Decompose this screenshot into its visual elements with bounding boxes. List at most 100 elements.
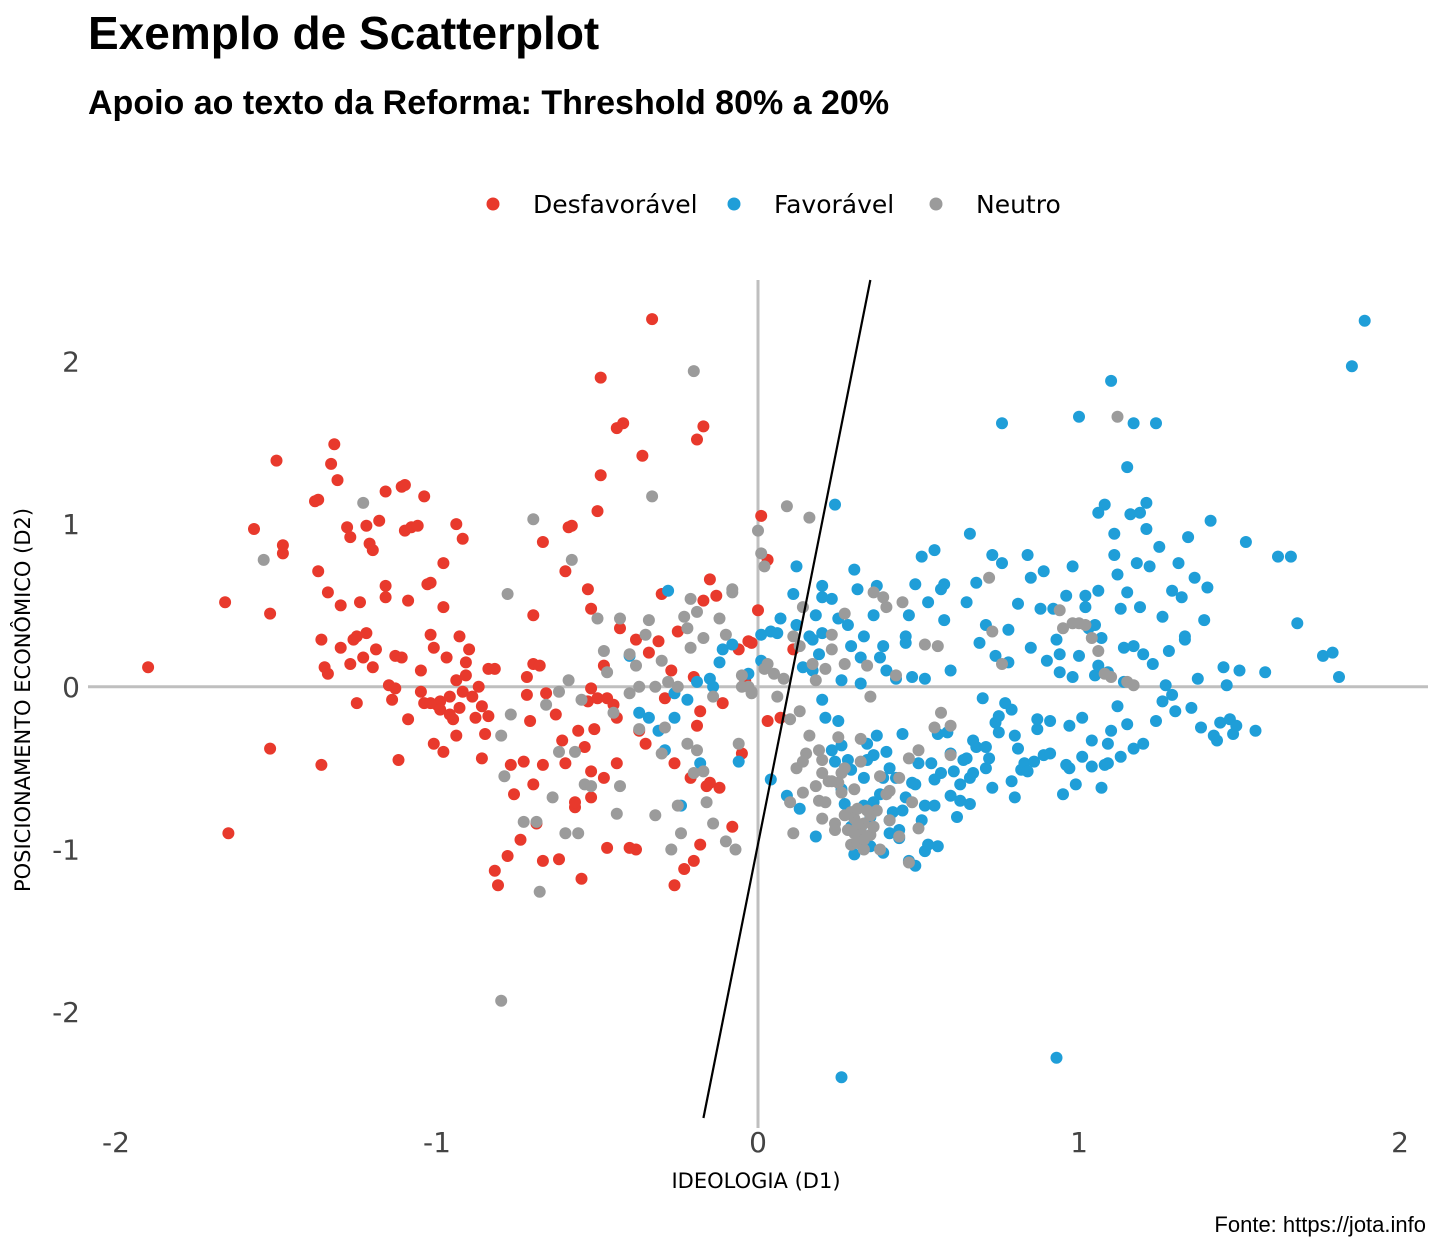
point-desfavorvel-167 — [601, 692, 614, 705]
point-favorvel-272 — [1044, 747, 1057, 760]
point-favorvel-168 — [1291, 617, 1304, 630]
point-desfavorvel-180 — [639, 737, 652, 750]
point-neutro-74 — [838, 658, 851, 670]
point-neutro-64 — [806, 658, 819, 670]
point-favorvel-174 — [996, 417, 1008, 430]
point-desfavorvel-28 — [357, 651, 370, 664]
point-neutro-8 — [527, 513, 540, 526]
point-favorvel-238 — [806, 633, 819, 646]
point-favorvel-20 — [816, 579, 829, 592]
point-neutro-165 — [796, 755, 809, 768]
point-desfavorvel-64 — [453, 701, 466, 714]
point-favorvel-109 — [1066, 671, 1079, 683]
point-desfavorvel-69 — [466, 690, 479, 703]
point-favorvel-63 — [925, 757, 938, 770]
point-desfavorvel-160 — [389, 682, 402, 695]
point-desfavorvel-62 — [450, 674, 463, 687]
point-favorvel-83 — [983, 752, 996, 765]
point-desfavorvel-68 — [463, 643, 476, 656]
point-favorvel-183 — [1092, 506, 1105, 519]
point-neutro-141 — [825, 628, 838, 641]
point-neutro-160 — [601, 666, 614, 679]
point-neutro-36 — [678, 610, 691, 623]
point-favorvel-71 — [947, 765, 960, 778]
point-desfavorvel-159 — [472, 680, 485, 693]
point-desfavorvel-24 — [344, 658, 357, 670]
point-favorvel-18 — [816, 627, 829, 640]
point-neutro-126 — [874, 770, 886, 783]
point-neutro-4 — [501, 588, 514, 600]
point-neutro-12 — [553, 745, 565, 758]
point-favorvel-266 — [967, 734, 980, 747]
point-favorvel-269 — [1008, 729, 1021, 742]
point-desfavorvel-16 — [321, 586, 334, 599]
point-favorvel-53 — [896, 728, 909, 740]
point-favorvel-142 — [1169, 705, 1182, 718]
point-desfavorvel-2 — [219, 596, 232, 609]
point-favorvel-65 — [931, 840, 944, 853]
point-neutro-142 — [838, 762, 851, 775]
point-favorvel-78 — [967, 767, 980, 779]
point-desfavorvel-66 — [456, 532, 469, 545]
point-favorvel-125 — [1114, 602, 1127, 615]
point-favorvel-163 — [1239, 536, 1252, 548]
point-favorvel-223 — [1121, 586, 1134, 599]
point-favorvel-230 — [918, 672, 931, 685]
point-desfavorvel-134 — [475, 700, 488, 713]
point-favorvel-234 — [854, 651, 867, 664]
point-neutro-140 — [838, 607, 851, 620]
point-desfavorvel-67 — [459, 669, 472, 682]
point-desfavorvel-92 — [578, 741, 591, 753]
point-favorvel-151 — [1198, 614, 1211, 627]
point-neutro-154 — [649, 680, 662, 693]
point-favorvel-256 — [809, 830, 822, 843]
point-favorvel-136 — [1150, 715, 1162, 727]
point-desfavorvel-86 — [556, 734, 569, 747]
point-desfavorvel-6 — [270, 454, 283, 467]
point-favorvel-260 — [896, 804, 909, 817]
point-neutro-162 — [655, 747, 668, 760]
point-favorvel-138 — [1156, 610, 1169, 623]
point-desfavorvel-133 — [482, 662, 495, 675]
point-desfavorvel-128 — [572, 724, 585, 737]
point-desfavorvel-20 — [334, 641, 347, 654]
point-desfavorvel-104 — [614, 622, 626, 635]
point-favorvel-102 — [1044, 715, 1057, 727]
point-desfavorvel-123 — [755, 509, 768, 522]
point-neutro-52 — [755, 547, 768, 560]
point-favorvel-32 — [848, 563, 861, 576]
point-neutro-112 — [691, 605, 703, 618]
x-tick-label: 1 — [1070, 1126, 1088, 1159]
point-favorvel-209 — [1024, 641, 1037, 654]
point-desfavorvel-162 — [386, 693, 399, 706]
point-desfavorvel-99 — [594, 371, 607, 384]
point-neutro-98 — [986, 625, 999, 638]
point-favorvel-191 — [867, 749, 880, 762]
point-desfavorvel-98 — [594, 469, 607, 482]
point-favorvel-265 — [954, 794, 967, 807]
legend-swatch-2 — [929, 197, 943, 211]
point-desfavorvel-59 — [440, 651, 453, 664]
point-desfavorvel-135 — [504, 758, 517, 771]
point-favorvel-97 — [1028, 755, 1041, 768]
point-neutro-168 — [838, 809, 851, 822]
point-desfavorvel-65 — [456, 685, 469, 698]
point-neutro-0 — [257, 553, 270, 566]
point-neutro-144 — [857, 843, 870, 856]
point-favorvel-90 — [1005, 775, 1018, 788]
point-favorvel-114 — [1079, 601, 1092, 614]
point-favorvel-214 — [1095, 632, 1108, 644]
point-favorvel-13 — [790, 560, 803, 573]
point-favorvel-270 — [1021, 765, 1034, 778]
point-favorvel-33 — [851, 583, 864, 596]
point-favorvel-81 — [976, 692, 989, 705]
point-neutro-34 — [671, 799, 684, 812]
point-desfavorvel-151 — [671, 625, 684, 638]
point-favorvel-173 — [1358, 314, 1371, 327]
point-favorvel-104 — [1050, 633, 1063, 646]
point-favorvel-229 — [944, 664, 957, 677]
point-desfavorvel-46 — [402, 594, 415, 607]
point-neutro-139 — [854, 755, 867, 768]
point-favorvel-16 — [809, 609, 822, 622]
